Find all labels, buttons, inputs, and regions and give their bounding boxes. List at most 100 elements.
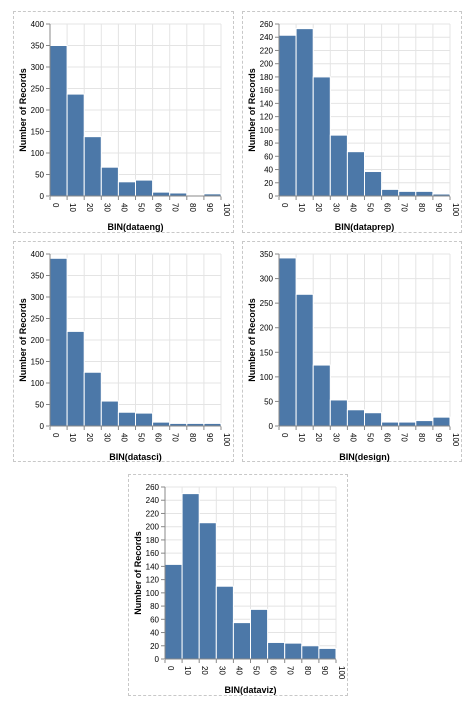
chart-4-y-axis-title: Number of Records: [247, 298, 257, 382]
chart-3-y-tick-label: 400: [31, 250, 45, 259]
chart-5-x-tick-label: 70: [286, 666, 295, 675]
chart-1-x-tick-label: 100: [222, 203, 231, 217]
chart-5-x-tick-label: 60: [269, 666, 278, 675]
chart-2-y-tick-label: 240: [260, 33, 274, 42]
chart-2-bar-60-70: [381, 188, 400, 197]
chart-2-y-tick-label: 200: [260, 60, 274, 69]
chart-svg-dataprep: 0 20 40 60 80 100 120 140 160 180 200 220 240 260 0 10 2…: [247, 20, 460, 232]
chart-5-y-tick-label: 260: [146, 483, 160, 492]
chart-4-y-tick-label: 350: [260, 250, 274, 259]
chart-2-bar-20-30: [312, 76, 331, 197]
chart-5-x-tick-label: 20: [200, 666, 209, 675]
chart-4-x-tick-label: 30: [331, 433, 340, 442]
chart-4-bar-30-40: [329, 399, 348, 427]
chart-2-bar-50-60: [364, 171, 383, 197]
chart-1-y-tick-label: 350: [31, 42, 45, 51]
histogram-panel-datasci: 0 50 100 150 200 250 300 350 400 0 10 20 30 40 50 60 70 8…: [13, 241, 234, 462]
chart-4-x-tick-label: 20: [314, 433, 323, 442]
chart-5-y-tick-label: 120: [146, 576, 160, 585]
chart-svg-design: 0 50 100 150 200 250 300 350 0 10 20 30 40 50 60 70 80 90…: [247, 250, 460, 462]
chart-4-bar-50-60: [364, 412, 383, 427]
chart-4-x-tick-label: 10: [297, 433, 306, 442]
chart-4-bar-40-50: [346, 409, 366, 427]
chart-4-x-tick-label: 40: [348, 433, 357, 442]
chart-1-y-tick-label: 100: [31, 149, 45, 158]
histogram-panel-design: 0 50 100 150 200 250 300 350 0 10 20 30 40 50 60 70 80 90…: [242, 241, 462, 462]
chart-2-x-tick-label: 80: [417, 203, 426, 212]
chart-1-y-tick-label: 200: [31, 106, 45, 115]
chart-5-x-tick-label: 90: [320, 666, 329, 675]
chart-1-x-tick-label: 10: [68, 203, 77, 212]
chart-1-y-tick-label: 50: [35, 171, 44, 180]
chart-4-x-tick-label: 50: [366, 433, 375, 442]
chart-5-x-tick-label: 40: [234, 666, 243, 675]
chart-3-y-tick-label: 300: [31, 293, 45, 302]
chart-1-x-tick-label: 20: [85, 203, 94, 212]
chart-4-x-tick-label: 100: [451, 433, 460, 447]
histogram-panel-dataprep: 0 20 40 60 80 100 120 140 160 180 200 220 240 260 0 10 2…: [242, 11, 462, 233]
chart-1-y-tick-label: 300: [31, 63, 45, 72]
chart-2-bar-0-10: [278, 34, 297, 197]
histogram-panel-dataviz: 0 20 40 60 80 100 120 140 160 180 200 220 240 260 0 10 2…: [128, 474, 348, 696]
chart-4-y-tick-label: 150: [260, 348, 274, 357]
chart-1-y-axis-title: Number of Records: [18, 68, 28, 152]
chart-2-x-tick-label: 90: [434, 203, 443, 212]
chart-4-x-axis-title: BIN(design): [339, 452, 390, 462]
chart-4-bar-90-100: [432, 416, 451, 427]
chart-1-y-tick-label: 250: [31, 85, 45, 94]
chart-2-y-tick-label: 100: [260, 126, 274, 135]
chart-5-x-axis-title: BIN(dataviz): [224, 685, 276, 695]
chart-2-x-tick-label: 100: [451, 203, 460, 217]
chart-2-x-tick-label: 50: [366, 203, 375, 212]
chart-3-bar-0-10: [49, 257, 68, 427]
chart-4-bar-60-70: [381, 421, 400, 427]
chart-svg-datasci: 0 50 100 150 200 250 300 350 400 0 10 20 30 40 50 60 70 8…: [18, 250, 231, 462]
chart-5-x-tick-label: 0: [166, 666, 175, 671]
chart-1-bar-30-40: [100, 166, 119, 197]
chart-5-y-tick-label: 200: [146, 523, 160, 532]
chart-2-y-tick-label: 60: [264, 152, 273, 161]
chart-3-y-tick-label: 150: [31, 358, 45, 367]
chart-5-x-tick-label: 10: [183, 666, 192, 675]
chart-4-x-tick-label: 60: [383, 433, 392, 442]
chart-3-y-tick-label: 0: [40, 422, 45, 431]
chart-4-y-tick-label: 250: [260, 299, 274, 308]
chart-3-y-axis-title: Number of Records: [18, 298, 28, 382]
chart-4-x-tick-label: 80: [417, 433, 426, 442]
chart-5-bar-80-90: [301, 645, 320, 660]
chart-svg-dataviz: 0 20 40 60 80 100 120 140 160 180 200 220 240 260 0 10 2…: [133, 483, 346, 695]
chart-3-x-tick-label: 100: [222, 433, 231, 447]
chart-3-x-tick-label: 30: [102, 433, 111, 442]
chart-2-y-tick-label: 220: [260, 46, 274, 55]
chart-5-bar-90-100: [318, 647, 337, 660]
chart-5-bar-50-60: [250, 608, 269, 660]
chart-5-y-tick-label: 100: [146, 589, 160, 598]
chart-1-x-tick-label: 50: [137, 203, 146, 212]
chart-4-y-tick-label: 100: [260, 373, 274, 382]
chart-2-x-axis-title: BIN(dataprep): [335, 222, 395, 232]
chart-4-bar-70-80: [398, 421, 417, 427]
chart-2-bar-10-20: [295, 28, 314, 197]
chart-3-x-tick-label: 10: [68, 433, 77, 442]
chart-2-bar-80-90: [415, 190, 434, 197]
chart-1-y-tick-label: 150: [31, 128, 45, 137]
chart-3-y-tick-label: 350: [31, 272, 45, 281]
chart-5-y-tick-label: 40: [150, 629, 159, 638]
chart-1-bar-40-50: [117, 181, 137, 197]
chart-5-y-tick-label: 60: [150, 615, 159, 624]
chart-1-bar-50-60: [135, 179, 154, 197]
chart-3-y-tick-label: 200: [31, 336, 45, 345]
chart-2-x-tick-label: 20: [314, 203, 323, 212]
chart-2-x-tick-label: 10: [297, 203, 306, 212]
chart-5-y-tick-label: 240: [146, 496, 160, 505]
chart-1-bar-0-10: [49, 45, 68, 197]
chart-2-x-tick-label: 70: [400, 203, 409, 212]
chart-5-bar-0-10: [164, 563, 183, 660]
chart-1-y-tick-label: 0: [40, 192, 45, 201]
chart-5-x-tick-label: 50: [252, 666, 261, 675]
chart-5-y-tick-label: 180: [146, 536, 160, 545]
chart-5-y-tick-label: 220: [146, 509, 160, 518]
chart-2-x-tick-label: 60: [383, 203, 392, 212]
chart-5-y-tick-label: 160: [146, 549, 160, 558]
chart-5-x-tick-label: 30: [217, 666, 226, 675]
